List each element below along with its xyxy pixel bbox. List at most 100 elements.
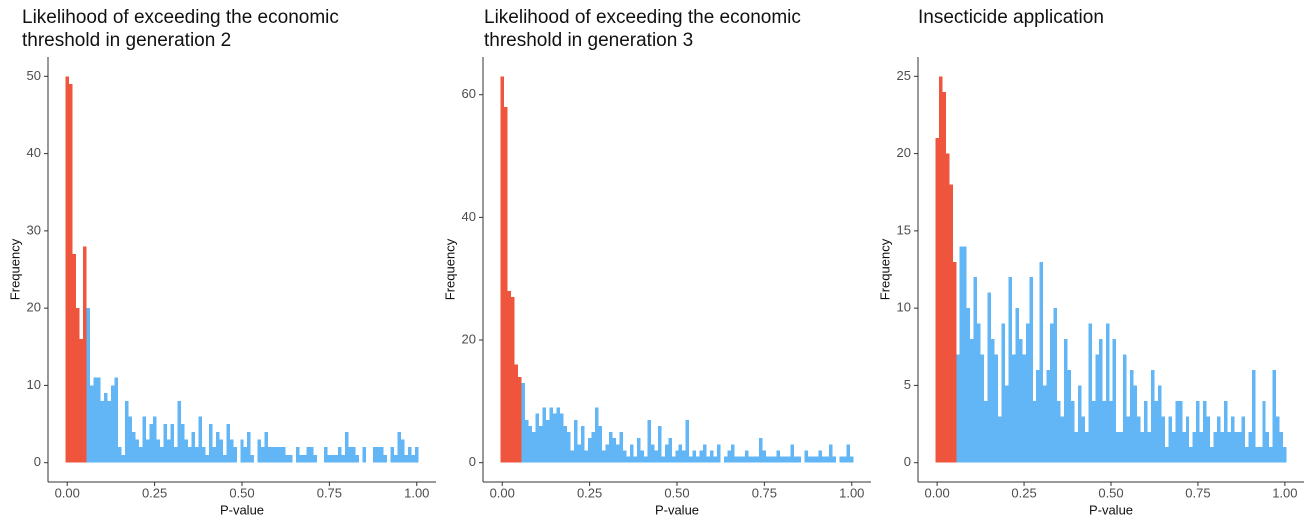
bar (250, 454, 255, 463)
x-tick-label: 0.50 (229, 485, 254, 500)
bar (619, 432, 623, 463)
x-tick-label: 1.00 (404, 485, 429, 500)
bar (226, 424, 230, 463)
bar (376, 447, 381, 463)
bar (156, 439, 160, 463)
bar (1171, 431, 1176, 463)
y-tick-label: 10 (27, 377, 41, 392)
bar (215, 431, 220, 463)
bar (415, 447, 419, 463)
bar (846, 444, 851, 463)
bar (650, 444, 655, 463)
bar (173, 447, 178, 463)
x-tick-label: 0.50 (664, 485, 689, 500)
bar (1244, 447, 1249, 463)
y-tick-label: 30 (27, 222, 41, 237)
bar (184, 439, 188, 463)
bar (818, 450, 823, 463)
y-tick-label: 20 (27, 300, 41, 315)
bar (640, 450, 644, 463)
bar (671, 456, 676, 463)
bar (1109, 400, 1113, 463)
y-tick-label: 0 (904, 454, 911, 469)
bar (1091, 400, 1096, 463)
bar (1105, 323, 1110, 463)
x-tick-label: 1.00 (1272, 485, 1297, 500)
bar (552, 413, 557, 463)
bar (1255, 447, 1259, 463)
bar (762, 450, 767, 463)
bar (1022, 354, 1026, 463)
bar (500, 76, 504, 463)
bar (355, 454, 360, 463)
bar (93, 377, 97, 463)
bar (832, 456, 837, 463)
bar (1196, 400, 1200, 463)
bar (1001, 323, 1005, 463)
bar (643, 456, 648, 463)
bar (577, 444, 581, 463)
bar (991, 339, 995, 463)
bar (201, 447, 206, 463)
bar (205, 454, 209, 463)
bar (755, 456, 760, 463)
bar (1168, 416, 1172, 463)
bar (1164, 447, 1169, 463)
y-tick-label: 5 (904, 377, 911, 392)
bar (152, 416, 157, 463)
bar (282, 447, 286, 463)
bar (411, 454, 416, 463)
bar (1098, 339, 1103, 463)
bar (829, 444, 833, 463)
bar (647, 419, 651, 463)
bar (804, 450, 809, 463)
bar (1262, 400, 1266, 463)
bar (696, 456, 700, 463)
bar (675, 450, 679, 463)
y-tick-label: 20 (462, 331, 476, 346)
bar (271, 447, 276, 463)
bar (65, 76, 69, 463)
bar (303, 454, 307, 463)
bar (1182, 431, 1186, 463)
bar (633, 456, 637, 463)
bar (247, 431, 251, 463)
chart-title: Likelihood of exceeding the economic thr… (484, 7, 801, 51)
bar (1084, 431, 1089, 463)
y-tick-label: 0 (34, 454, 41, 469)
bar (352, 447, 356, 463)
bar (170, 424, 174, 463)
bar (538, 425, 543, 463)
bar (222, 454, 227, 463)
bar (131, 431, 136, 463)
bar (626, 456, 630, 463)
bar (1039, 261, 1044, 463)
bar (678, 444, 683, 463)
bar (556, 407, 560, 463)
x-tick-label: 0.25 (1011, 485, 1036, 500)
bar (713, 456, 718, 463)
bar (334, 454, 339, 463)
bar (243, 447, 248, 463)
bar (682, 450, 686, 463)
bar (275, 447, 279, 463)
bar (773, 456, 777, 463)
bar (1137, 416, 1141, 463)
bar (1272, 369, 1277, 463)
bar (1265, 431, 1270, 463)
bar (338, 447, 342, 463)
bar (257, 439, 262, 463)
bar (394, 454, 398, 463)
chart-title: Insecticide application (918, 7, 1104, 28)
bar (110, 385, 115, 463)
bar (615, 444, 620, 463)
bar (341, 454, 346, 463)
bar (121, 454, 125, 463)
bar (507, 290, 511, 463)
bar (1157, 385, 1162, 463)
bar (580, 425, 585, 463)
bar (664, 444, 669, 463)
bar (1025, 323, 1030, 463)
bar (661, 456, 665, 463)
